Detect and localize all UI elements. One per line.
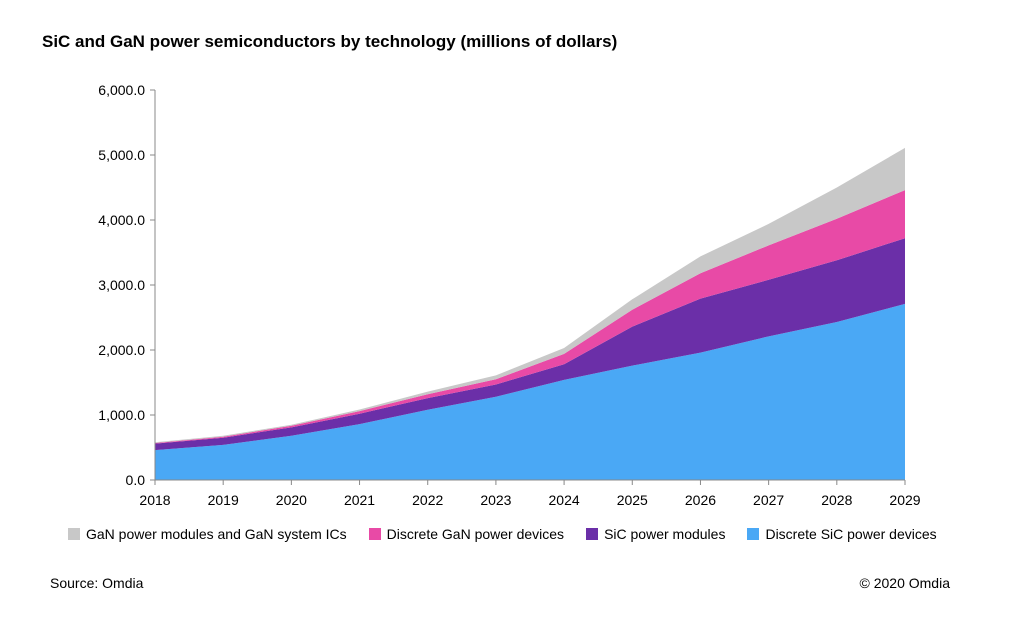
legend-swatch: [68, 528, 80, 540]
y-tick-label: 0.0: [126, 472, 146, 488]
legend-label: Discrete SiC power devices: [765, 526, 937, 542]
legend-label: Discrete GaN power devices: [386, 526, 565, 542]
x-tick-label: 2019: [208, 492, 239, 508]
legend-label: SiC power modules: [604, 526, 726, 542]
x-tick-label: 2026: [685, 492, 716, 508]
copyright-note: © 2020 Omdia: [859, 575, 950, 591]
x-tick-label: 2024: [549, 492, 580, 508]
x-tick-label: 2028: [821, 492, 852, 508]
legend-item: Discrete SiC power devices: [747, 526, 937, 542]
y-tick-label: 1,000.0: [98, 407, 145, 423]
legend-swatch: [586, 528, 599, 540]
source-note: Source: Omdia: [50, 575, 144, 591]
legend-swatch: [368, 528, 381, 540]
legend-item: GaN power modules and GaN system ICs: [68, 526, 347, 542]
area-series-discrete-sic-power-devices: [155, 303, 905, 480]
legend-item: Discrete GaN power devices: [368, 526, 565, 542]
x-tick-label: 2022: [412, 492, 443, 508]
legend-swatch: [747, 528, 760, 540]
x-tick-label: 2021: [344, 492, 375, 508]
x-tick-label: 2029: [889, 492, 920, 508]
y-tick-label: 2,000.0: [98, 342, 145, 358]
x-tick-label: 2025: [617, 492, 648, 508]
y-tick-label: 6,000.0: [98, 82, 145, 98]
x-tick-label: 2020: [276, 492, 307, 508]
x-tick-label: 2023: [480, 492, 511, 508]
chart-legend: GaN power modules and GaN system ICs Disc…: [68, 526, 937, 542]
legend-label: GaN power modules and GaN system ICs: [86, 526, 347, 542]
y-tick-label: 3,000.0: [98, 277, 145, 293]
stacked-area-chart: 0.0 1,000.0 2,000.0 3,000.0 4,000.0 5,000.0 6,…: [98, 82, 920, 508]
x-tick-label: 2027: [753, 492, 784, 508]
y-tick-label: 5,000.0: [98, 147, 145, 163]
x-tick-label: 2018: [139, 492, 170, 508]
chart-title: SiC and GaN power semiconductors by tech…: [42, 32, 618, 51]
legend-item: SiC power modules: [586, 526, 725, 542]
y-tick-label: 4,000.0: [98, 212, 145, 228]
